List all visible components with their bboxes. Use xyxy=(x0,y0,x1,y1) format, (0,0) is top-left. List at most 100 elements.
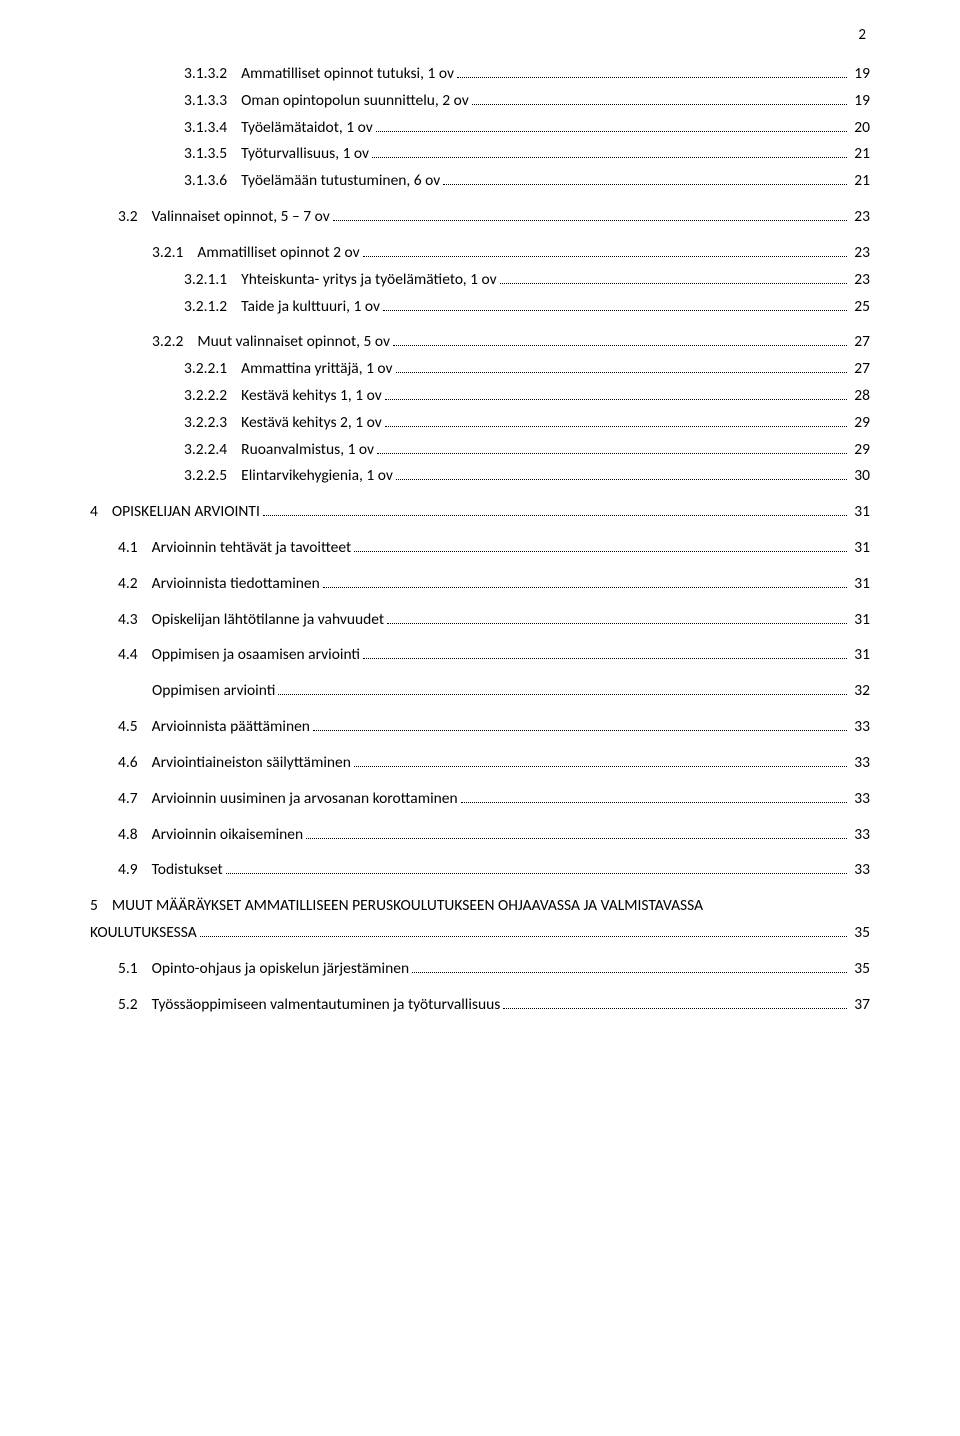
toc-entry: 5.1Opinto-ohjaus ja opiskelun järjestämi… xyxy=(90,960,870,978)
toc-entry: 3.2Valinnaiset opinnot, 5 – 7 ov23 xyxy=(90,208,870,226)
toc-entry-page: 27 xyxy=(850,360,870,378)
toc-entry-number: 3.2.2.2 xyxy=(184,387,241,405)
toc-entry-title: Ammatilliset opinnot tutuksi, 1 ov xyxy=(241,65,454,83)
toc-entry-title: Ammattina yrittäjä, 1 ov xyxy=(241,360,392,378)
toc-entry-page: 29 xyxy=(850,441,870,459)
toc-entry: 3.1.3.2Ammatilliset opinnot tutuksi, 1 o… xyxy=(90,65,870,83)
toc-entry-title: Oppimisen arviointi xyxy=(152,682,275,700)
toc-entry-number: 3.2.2.1 xyxy=(184,360,241,378)
toc-entry: 5.2Työssäoppimiseen valmentautuminen ja … xyxy=(90,996,870,1014)
toc-entry-page: 21 xyxy=(850,172,870,190)
toc-entry-title: Työelämään tutustuminen, 6 ov xyxy=(241,172,440,190)
toc-entry-page: 19 xyxy=(850,65,870,83)
toc-entry-number: 3.2.1 xyxy=(152,244,197,262)
toc-entry: Oppimisen arviointi 32 xyxy=(90,682,870,700)
toc-entry-title: Muut valinnaiset opinnot, 5 ov xyxy=(197,333,390,351)
toc-entry: 4.3Opiskelijan lähtötilanne ja vahvuudet… xyxy=(90,611,870,629)
toc-entry-page: 31 xyxy=(850,611,870,629)
toc-entry-number: 3.2 xyxy=(118,208,152,226)
toc-entry: 4OPISKELIJAN ARVIOINTI31 xyxy=(90,503,870,521)
toc-entry: 3.2.2.3Kestävä kehitys 2, 1 ov29 xyxy=(90,414,870,432)
toc-entry-title: Taide ja kulttuuri, 1 ov xyxy=(241,298,380,316)
toc-leader xyxy=(363,256,848,257)
toc-entry: 4.8Arvioinnin oikaiseminen33 xyxy=(90,826,870,844)
toc-leader xyxy=(457,77,847,78)
toc-entry: 3.2.1.2Taide ja kulttuuri, 1 ov25 xyxy=(90,298,870,316)
toc-entry: 3.1.3.6Työelämään tutustuminen, 6 ov 21 xyxy=(90,172,870,190)
toc-entry-page: 30 xyxy=(850,467,870,485)
toc-entry-page: 35 xyxy=(850,960,870,978)
page-number: 2 xyxy=(858,26,866,44)
toc-entry-page: 33 xyxy=(850,790,870,808)
toc-entry-page: 32 xyxy=(850,682,870,700)
toc-entry-number: 3.1.3.6 xyxy=(184,172,241,190)
toc-entry-number: 5.1 xyxy=(118,960,152,978)
toc-entry-number: 3.1.3.4 xyxy=(184,119,241,137)
toc-entry-title: Arviointiaineiston säilyttäminen xyxy=(152,754,351,772)
toc-entry: 4.1Arvioinnin tehtävät ja tavoitteet31 xyxy=(90,539,870,557)
toc-entry-page: 23 xyxy=(850,244,870,262)
toc-leader xyxy=(396,479,847,480)
toc-entry-number: 3.2.2.3 xyxy=(184,414,241,432)
toc-entry-title: Ruoanvalmistus, 1 ov xyxy=(241,441,374,459)
toc-entry-page: 23 xyxy=(850,271,870,289)
toc-entry: 4.6Arviointiaineiston säilyttäminen33 xyxy=(90,754,870,772)
toc-entry-number: 3.1.3.5 xyxy=(184,145,241,163)
toc-entry-wrap: KOULUTUKSESSA35 xyxy=(90,924,870,942)
toc-entry-title: Yhteiskunta- yritys ja työelämätieto, 1 … xyxy=(241,271,496,289)
toc-leader xyxy=(226,873,848,874)
toc-leader xyxy=(306,838,847,839)
toc-entry-title: Arvioinnin uusiminen ja arvosanan korott… xyxy=(152,790,458,808)
toc-entry: 3.1.3.5Työturvallisuus, 1 ov21 xyxy=(90,145,870,163)
toc-entry: 4.9Todistukset33 xyxy=(90,861,870,879)
toc-entry-number: 3.2.1.1 xyxy=(184,271,241,289)
toc-leader xyxy=(383,310,847,311)
toc-entry: 4.4Oppimisen ja osaamisen arviointi31 xyxy=(90,646,870,664)
toc-entry-number: 3.2.2.4 xyxy=(184,441,241,459)
toc-entry-page: 31 xyxy=(850,575,870,593)
toc-leader xyxy=(354,766,847,767)
toc-entry-page: 25 xyxy=(850,298,870,316)
toc-entry-title: Elintarvikehygienia, 1 ov xyxy=(241,467,393,485)
toc-entry-number: 3.2.2 xyxy=(152,333,197,351)
toc-entry-number: 3.2.2.5 xyxy=(184,467,241,485)
toc-leader xyxy=(461,802,848,803)
toc-leader xyxy=(200,936,848,937)
toc-entry: 3.2.1Ammatilliset opinnot 2 ov23 xyxy=(90,244,870,262)
toc-entry-number: 4.2 xyxy=(118,575,152,593)
table-of-contents: 3.1.3.2Ammatilliset opinnot tutuksi, 1 o… xyxy=(90,65,870,1013)
toc-entry-page: 31 xyxy=(850,539,870,557)
toc-entry-title: OPISKELIJAN ARVIOINTI xyxy=(112,503,260,521)
toc-entry-number: 4.6 xyxy=(118,754,152,772)
toc-entry-page: 27 xyxy=(850,333,870,351)
toc-entry: 3.2.2.2Kestävä kehitys 1, 1 ov28 xyxy=(90,387,870,405)
toc-leader xyxy=(377,453,847,454)
toc-leader xyxy=(472,104,848,105)
toc-entry-page: 21 xyxy=(850,145,870,163)
toc-leader xyxy=(278,694,847,695)
toc-entry-number: 4.4 xyxy=(118,646,152,664)
toc-entry-page: 23 xyxy=(850,208,870,226)
toc-entry-title: MUUT MÄÄRÄYKSET AMMATILLISEEN PERUSKOULU… xyxy=(112,897,703,915)
toc-entry-title: Arvioinnin tehtävät ja tavoitteet xyxy=(152,539,352,557)
toc-entry: 4.7Arvioinnin uusiminen ja arvosanan kor… xyxy=(90,790,870,808)
toc-leader xyxy=(323,587,848,588)
toc-leader xyxy=(376,131,848,132)
toc-entry-page: 33 xyxy=(850,826,870,844)
toc-entry-page: 37 xyxy=(850,996,870,1014)
toc-entry-number: 4.7 xyxy=(118,790,152,808)
toc-entry-number: 4.3 xyxy=(118,611,152,629)
toc-leader xyxy=(313,730,847,731)
toc-entry-number: 4.5 xyxy=(118,718,152,736)
toc-entry: 3.1.3.3Oman opintopolun suunnittelu, 2 o… xyxy=(90,92,870,110)
toc-leader xyxy=(333,220,848,221)
toc-entry-title: Arvioinnista päättäminen xyxy=(152,718,310,736)
toc-entry: 3.2.2Muut valinnaiset opinnot, 5 ov 27 xyxy=(90,333,870,351)
toc-entry-number: 4.9 xyxy=(118,861,152,879)
toc-entry: 3.1.3.4Työelämätaidot, 1 ov20 xyxy=(90,119,870,137)
toc-leader xyxy=(443,184,847,185)
toc-leader xyxy=(396,372,848,373)
toc-entry-title: Arvioinnista tiedottaminen xyxy=(152,575,320,593)
toc-entry-title: Kestävä kehitys 1, 1 ov xyxy=(241,387,382,405)
toc-entry-title: Työssäoppimiseen valmentautuminen ja työ… xyxy=(152,996,501,1014)
